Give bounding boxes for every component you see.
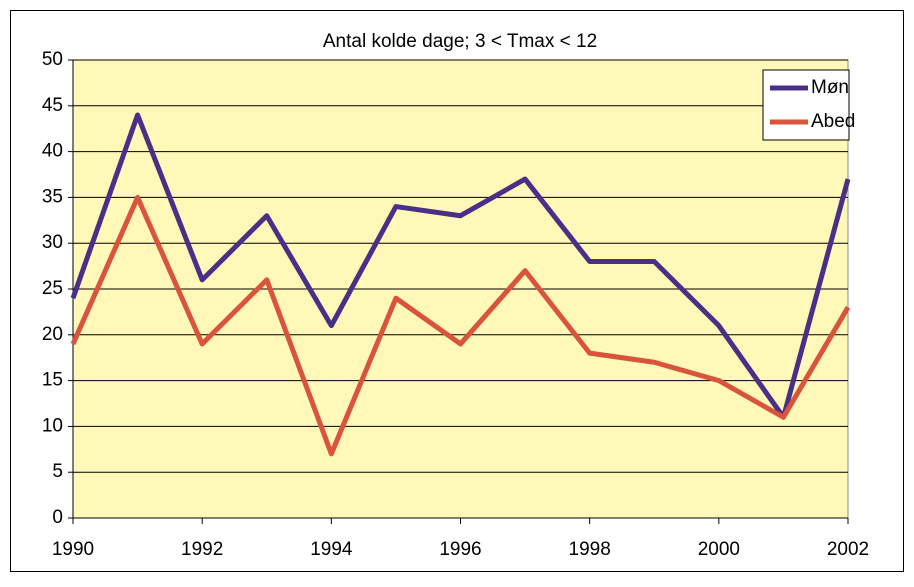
y-tick-label: 30	[42, 232, 63, 253]
y-tick-label: 0	[52, 507, 63, 528]
x-tick-label: 1998	[569, 539, 611, 560]
legend-label: Abed	[811, 111, 855, 132]
y-tick-label: 40	[42, 141, 63, 162]
x-tick-label: 1996	[439, 539, 481, 560]
line-series	[70, 112, 851, 420]
x-tick-label: 2000	[698, 539, 740, 560]
y-tick-label: 10	[42, 415, 63, 436]
y-tick-label: 45	[42, 95, 63, 116]
y-tick-label: 25	[42, 278, 63, 299]
y-tick-label: 20	[42, 324, 63, 345]
y-tick-label: 35	[42, 186, 63, 207]
x-tick-label: 1992	[181, 539, 223, 560]
legend-box	[762, 69, 850, 141]
y-tick-label: 15	[42, 370, 63, 391]
x-tick-label: 2002	[827, 539, 869, 560]
y-tick-label: 50	[42, 49, 63, 70]
chart-title: Antal kolde dage; 3 < Tmax < 12	[323, 31, 597, 52]
x-tick-label: 1994	[310, 539, 353, 560]
line-series	[70, 194, 851, 457]
y-tick-label: 5	[52, 461, 63, 482]
legend-label: Møn	[811, 77, 849, 98]
x-tick-label: 1990	[52, 539, 94, 560]
